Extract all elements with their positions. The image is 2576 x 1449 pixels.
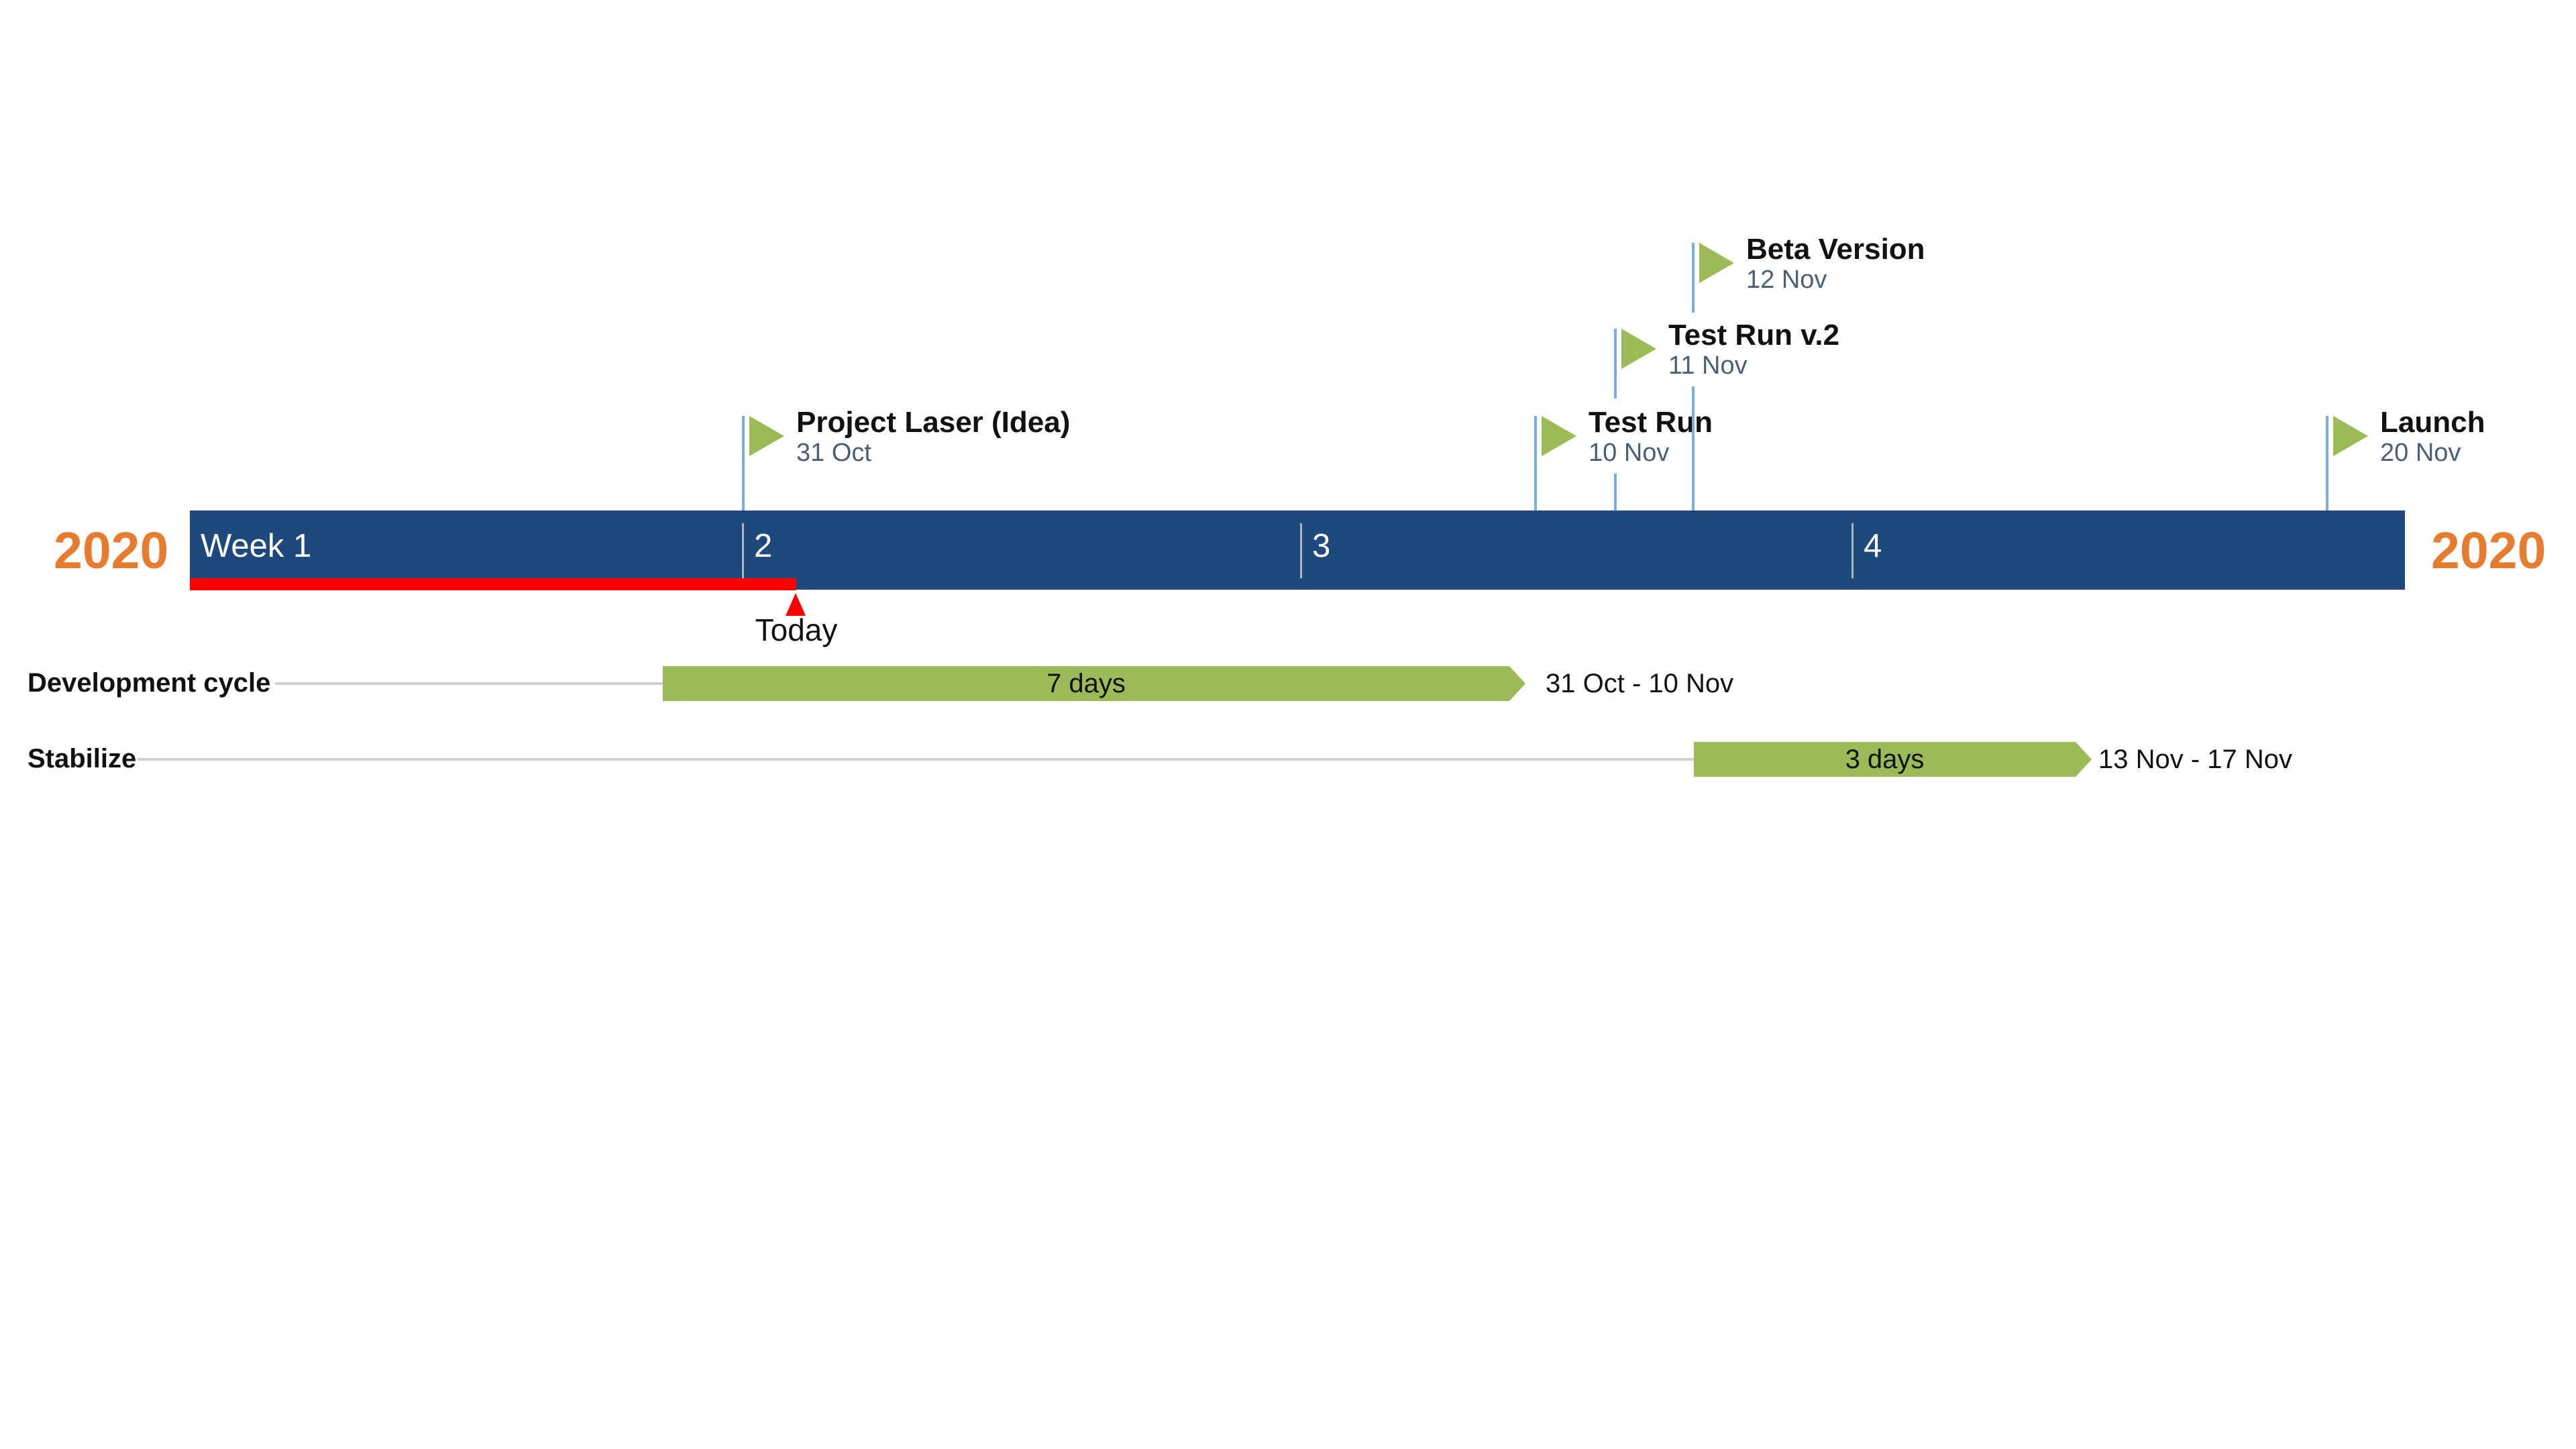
flag-icon [749, 416, 784, 456]
task-arrow-icon [1509, 666, 1525, 701]
week-divider-3 [1300, 523, 1302, 578]
year-label-left: 2020 [54, 522, 169, 580]
task-guide-line [138, 758, 1694, 761]
milestone-title: Launch [2380, 406, 2485, 439]
milestone-title: Beta Version [1746, 233, 1925, 266]
task-arrow-icon [2076, 742, 2092, 777]
week-label-2: 2 [754, 528, 773, 564]
flag-icon [1542, 416, 1576, 456]
flag-icon [1621, 329, 1656, 369]
milestone-line [1534, 416, 1537, 511]
timeline-bar: Week 1 2 3 4 [190, 511, 2405, 590]
milestone-date: 20 Nov [2380, 439, 2461, 467]
task-label: Development cycle [28, 668, 271, 698]
milestone-date: 31 Oct [796, 439, 871, 467]
task-date-range: 31 Oct - 10 Nov [1546, 669, 1734, 698]
week-label-4: 4 [1864, 528, 1882, 564]
milestone-line [1614, 329, 1617, 398]
today-label: Today [755, 612, 838, 647]
flag-icon [2333, 416, 2368, 456]
milestone-title: Project Laser (Idea) [796, 406, 1071, 439]
task-date-range: 13 Nov - 17 Nov [2098, 745, 2293, 774]
week-divider-2 [742, 523, 744, 578]
year-label-right: 2020 [2431, 522, 2546, 580]
milestone-line [742, 416, 745, 511]
task-label: Stabilize [28, 744, 137, 773]
milestone-title: Test Run v.2 [1668, 319, 1840, 352]
task-duration: 3 days [1845, 745, 1925, 774]
task-bar [1694, 742, 2076, 777]
task-duration: 7 days [1046, 669, 1126, 698]
milestone-date: 11 Nov [1668, 352, 1748, 380]
milestone-date: 10 Nov [1589, 439, 1670, 467]
today-marker-icon [786, 593, 806, 616]
milestone-line [2326, 416, 2328, 511]
week-label-1: Week 1 [201, 528, 312, 564]
week-label-3: 3 [1312, 528, 1331, 564]
task-guide-line [275, 682, 663, 685]
milestone-line-lower [1614, 474, 1617, 511]
today-progress-bar [190, 578, 796, 590]
milestone-line-lower [1692, 386, 1695, 511]
milestone-date: 12 Nov [1746, 266, 1827, 294]
task-bar [663, 666, 1509, 701]
flag-icon [1699, 243, 1734, 283]
week-divider-4 [1851, 523, 1854, 578]
milestone-line [1692, 243, 1695, 313]
